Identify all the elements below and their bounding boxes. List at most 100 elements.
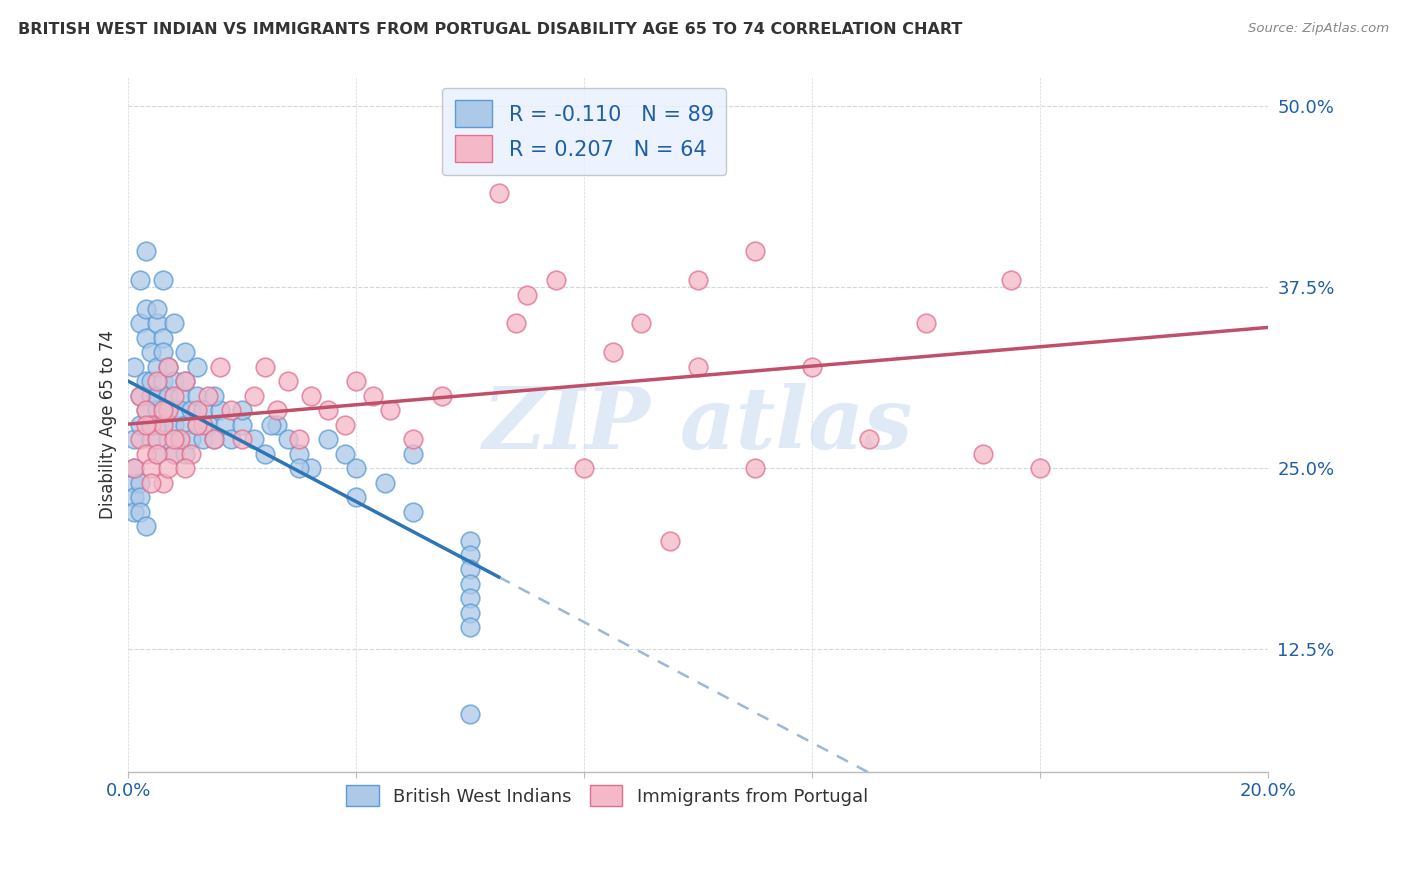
Point xyxy=(972,447,994,461)
Point xyxy=(219,432,242,446)
Point xyxy=(458,591,481,606)
Point xyxy=(128,317,150,331)
Point xyxy=(128,490,150,504)
Point xyxy=(858,432,880,446)
Point xyxy=(135,331,157,345)
Point xyxy=(128,432,150,446)
Point xyxy=(128,417,150,432)
Point xyxy=(458,533,481,548)
Point xyxy=(191,432,214,446)
Point xyxy=(141,461,163,475)
Point xyxy=(344,375,367,389)
Point xyxy=(135,403,157,417)
Point xyxy=(163,317,186,331)
Point xyxy=(146,447,169,461)
Point xyxy=(135,403,157,417)
Point xyxy=(135,447,157,461)
Text: ZIP atlas: ZIP atlas xyxy=(482,383,914,467)
Point xyxy=(744,244,766,259)
Point xyxy=(157,359,180,374)
Point xyxy=(174,461,197,475)
Legend: British West Indians, Immigrants from Portugal: British West Indians, Immigrants from Po… xyxy=(337,776,877,815)
Point xyxy=(363,389,385,403)
Point xyxy=(186,359,208,374)
Point xyxy=(231,417,253,432)
Point xyxy=(458,606,481,620)
Point xyxy=(180,403,202,417)
Point xyxy=(152,475,174,490)
Point xyxy=(1000,273,1022,287)
Point xyxy=(242,389,264,403)
Point xyxy=(122,432,145,446)
Point xyxy=(163,375,186,389)
Text: BRITISH WEST INDIAN VS IMMIGRANTS FROM PORTUGAL DISABILITY AGE 65 TO 74 CORRELAT: BRITISH WEST INDIAN VS IMMIGRANTS FROM P… xyxy=(18,22,963,37)
Point xyxy=(231,432,253,446)
Text: Source: ZipAtlas.com: Source: ZipAtlas.com xyxy=(1249,22,1389,36)
Point xyxy=(122,359,145,374)
Point xyxy=(141,345,163,359)
Point xyxy=(402,447,425,461)
Point xyxy=(152,331,174,345)
Point xyxy=(191,417,214,432)
Point xyxy=(141,432,163,446)
Point xyxy=(333,417,356,432)
Point xyxy=(128,505,150,519)
Point xyxy=(316,403,339,417)
Point xyxy=(141,417,163,432)
Point xyxy=(602,345,624,359)
Point xyxy=(686,359,709,374)
Point xyxy=(169,432,191,446)
Point xyxy=(157,359,180,374)
Point xyxy=(122,490,145,504)
Point xyxy=(208,403,231,417)
Point xyxy=(169,432,191,446)
Point xyxy=(152,375,174,389)
Point xyxy=(458,548,481,562)
Point xyxy=(458,562,481,576)
Point xyxy=(572,461,595,475)
Point xyxy=(630,317,652,331)
Point xyxy=(146,389,169,403)
Point xyxy=(146,317,169,331)
Point xyxy=(146,301,169,316)
Point xyxy=(686,273,709,287)
Point xyxy=(122,475,145,490)
Point xyxy=(186,389,208,403)
Point xyxy=(146,375,169,389)
Point xyxy=(288,461,311,475)
Point xyxy=(157,389,180,403)
Point xyxy=(214,417,236,432)
Point xyxy=(141,375,163,389)
Point xyxy=(288,432,311,446)
Point xyxy=(146,359,169,374)
Point xyxy=(1029,461,1052,475)
Point xyxy=(152,345,174,359)
Point xyxy=(152,273,174,287)
Point xyxy=(141,389,163,403)
Point xyxy=(174,375,197,389)
Point xyxy=(122,461,145,475)
Point xyxy=(374,475,396,490)
Point xyxy=(128,389,150,403)
Point xyxy=(141,417,163,432)
Point xyxy=(163,417,186,432)
Point xyxy=(544,273,567,287)
Point xyxy=(430,389,453,403)
Point xyxy=(157,461,180,475)
Point xyxy=(135,244,157,259)
Point xyxy=(202,432,225,446)
Point xyxy=(801,359,824,374)
Point xyxy=(299,461,322,475)
Point xyxy=(186,403,208,417)
Point xyxy=(344,490,367,504)
Point xyxy=(186,417,208,432)
Point xyxy=(186,417,208,432)
Point xyxy=(152,417,174,432)
Point xyxy=(122,461,145,475)
Y-axis label: Disability Age 65 to 74: Disability Age 65 to 74 xyxy=(100,330,117,519)
Point xyxy=(141,475,163,490)
Point xyxy=(266,403,288,417)
Point xyxy=(174,417,197,432)
Point xyxy=(174,375,197,389)
Point xyxy=(208,359,231,374)
